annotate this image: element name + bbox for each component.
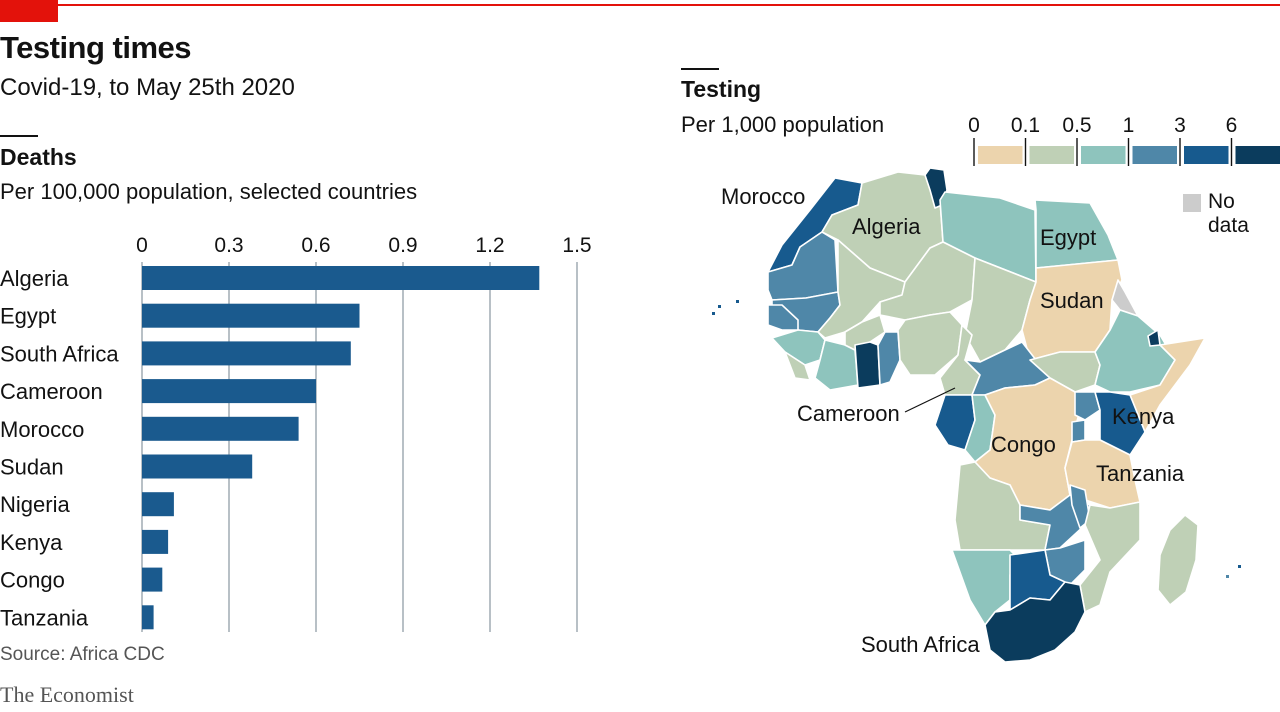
source-note: Source: Africa CDC	[0, 644, 165, 665]
map-region-kenya	[1094, 391, 1146, 456]
legend-tick-label: 0.1	[1011, 114, 1040, 137]
island-cape-verde-b	[718, 305, 721, 308]
cameroon-leader-line	[904, 387, 956, 413]
map-label-sudan: Sudan	[1040, 288, 1104, 313]
legend-tick-label: 3	[1174, 114, 1186, 137]
deaths-bar-chart: 0 0.3 0.6 0.9 1.2 1.5 Algeria Egypt South Afric…	[0, 234, 592, 632]
deaths-panel-title: Deaths	[0, 144, 77, 170]
map-region-eritrea	[1111, 279, 1139, 317]
legend-tick-label: 0	[968, 114, 980, 137]
deaths-panel-subtitle: Per 100,000 population, selected countri…	[0, 179, 418, 204]
category-label: South Africa	[0, 341, 119, 366]
category-label: Sudan	[0, 455, 64, 480]
bar	[142, 416, 299, 441]
category-label: Morocco	[0, 417, 84, 442]
map-region-sierra-leone	[784, 351, 811, 381]
x-tick-label: 0.9	[388, 234, 417, 257]
map-region-madagascar	[1157, 514, 1199, 606]
bar	[142, 567, 163, 592]
category-label: Kenya	[0, 530, 63, 555]
category-label: Algeria	[0, 266, 69, 291]
map-region-rwanda-burundi	[1071, 419, 1086, 443]
legend-swatch	[1184, 146, 1229, 164]
category-label: Cameroon	[0, 379, 103, 404]
legend-tick-label: 6	[1226, 114, 1238, 137]
map-label-morocco: Morocco	[721, 184, 805, 209]
map-region-ghana	[854, 341, 881, 389]
chart-title: Testing times	[0, 30, 192, 65]
map-region-guinea	[771, 329, 826, 366]
legend-tick-label: 1	[1123, 114, 1135, 137]
bar	[142, 454, 253, 479]
testing-section-rule	[681, 68, 719, 70]
legend-swatch	[1235, 146, 1280, 164]
category-label: Nigeria	[0, 492, 70, 517]
africa-testing-map: Morocco Algeria Egypt Sudan Cameroon Ken…	[712, 167, 1241, 663]
testing-legend: 0 0.1 0.5 1 3 6	[968, 114, 1280, 166]
map-label-south-africa: South Africa	[861, 632, 980, 657]
bar	[142, 605, 154, 630]
map-region-mozambique	[1079, 501, 1141, 613]
island-mauritius	[1238, 565, 1241, 568]
legend-swatch	[1132, 146, 1177, 164]
map-label-congo: Congo	[991, 432, 1056, 457]
map-label-egypt: Egypt	[1040, 225, 1096, 250]
island-reunion	[1226, 575, 1229, 578]
x-tick-label: 1.5	[562, 234, 591, 257]
testing-panel-subtitle: Per 1,000 population	[681, 112, 885, 137]
category-label: Tanzania	[0, 605, 89, 630]
legend-swatch	[1081, 146, 1126, 164]
map-region-south-africa	[984, 581, 1086, 663]
bar	[142, 492, 174, 517]
x-tick-label: 0.3	[214, 234, 243, 257]
category-label: Congo	[0, 568, 65, 593]
category-label: Egypt	[0, 304, 56, 329]
no-data-label: No data	[1208, 190, 1249, 237]
testing-panel-title: Testing	[681, 76, 762, 102]
bar	[142, 379, 316, 404]
bar	[142, 529, 169, 554]
map-region-togo-benin	[877, 331, 901, 386]
map-region-western-sahara	[767, 231, 839, 301]
island-cape-verde-c	[736, 300, 739, 303]
bar	[142, 341, 351, 366]
island-cape-verde-a	[712, 312, 715, 315]
deaths-section-rule	[0, 135, 38, 137]
brand-red-rule	[0, 4, 1280, 6]
map-islands	[712, 300, 1241, 578]
x-tick-label: 0	[136, 234, 148, 257]
x-tick-label: 1.2	[475, 234, 504, 257]
bar	[142, 303, 360, 328]
map-label-cameroon: Cameroon	[797, 401, 900, 426]
map-label-algeria: Algeria	[852, 214, 921, 239]
chart-subtitle: Covid-19, to May 25th 2020	[0, 74, 295, 101]
x-tick-label: 0.6	[301, 234, 330, 257]
legend-swatch	[978, 146, 1023, 164]
no-data-swatch	[1183, 194, 1201, 212]
legend-tick-label: 0.5	[1062, 114, 1091, 137]
map-label-tanzania: Tanzania	[1096, 461, 1185, 486]
map-region-burkina-faso	[844, 314, 886, 351]
economist-logo: The Economist	[0, 682, 134, 707]
map-label-kenya: Kenya	[1112, 404, 1175, 429]
legend-swatch	[1029, 146, 1074, 164]
map-region-uganda	[1074, 391, 1101, 421]
bar	[142, 266, 540, 290]
